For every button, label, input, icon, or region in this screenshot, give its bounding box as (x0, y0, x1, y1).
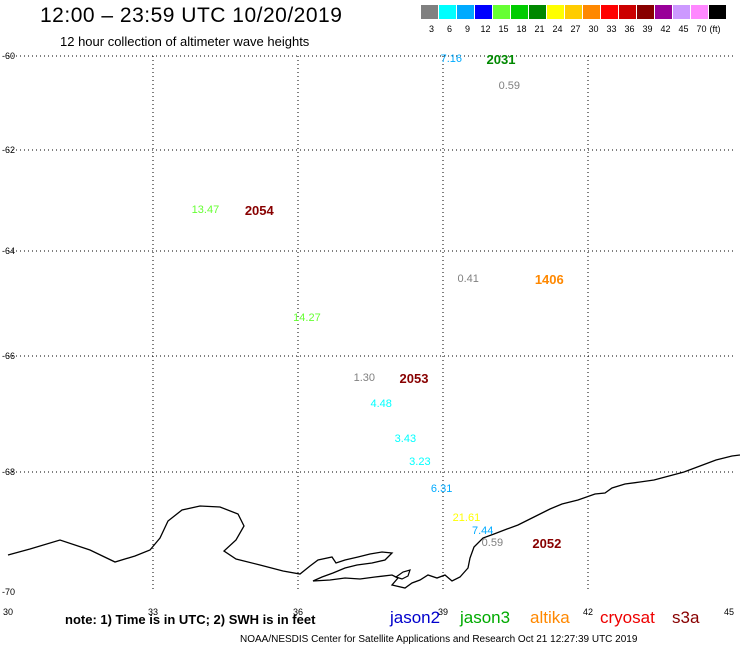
scale-swatch (655, 5, 672, 19)
wave-height-value: 4.48 (370, 398, 392, 411)
scale-swatch (637, 5, 654, 19)
wave-height-value: 6.31 (430, 483, 453, 495)
latitude-label: -66 (2, 351, 16, 361)
map-subtitle: 12 hour collection of altimeter wave hei… (60, 34, 310, 49)
scale-label: 27 (570, 24, 581, 34)
scale-label: 45 (678, 24, 689, 34)
scale-unit: (ft) (709, 24, 721, 34)
scale-swatch (493, 5, 510, 19)
wave-height-value: 7.16 (440, 52, 462, 65)
wave-height-value: 21.61 (452, 511, 481, 524)
scale-swatch (709, 5, 726, 19)
scale-swatch (475, 5, 492, 19)
latitude-label: -60 (2, 51, 16, 61)
scale-label: 39 (642, 24, 653, 34)
scale-swatch (439, 5, 456, 19)
wave-height-value: 13.47 (191, 203, 220, 216)
scale-swatch (529, 5, 546, 19)
scale-label: 33 (606, 24, 617, 34)
scale-swatch (421, 5, 438, 19)
scale-label: 42 (660, 24, 671, 34)
scale-label: 18 (516, 24, 527, 34)
wave-height-value: 0.59 (481, 537, 504, 549)
latitude-label: -64 (2, 246, 16, 256)
longitude-label: 33 (148, 607, 159, 617)
scale-swatch (457, 5, 474, 19)
scale-swatch (583, 5, 600, 19)
scale-label: 15 (498, 24, 509, 34)
scale-swatch (565, 5, 582, 19)
scale-label: 6 (446, 24, 452, 34)
wave-height-value: 0.59 (498, 79, 520, 92)
scale-label: 70 (696, 24, 707, 34)
scale-swatch (619, 5, 636, 19)
latitude-label: -68 (2, 467, 16, 477)
scale-label: 21 (534, 24, 545, 34)
scale-label: 9 (464, 24, 470, 34)
wave-height-value: 3.43 (394, 433, 417, 446)
satellite-altika: altika (530, 608, 570, 627)
graticule (8, 55, 733, 592)
latitude-label: -62 (2, 145, 16, 155)
scale-label: 12 (480, 24, 491, 34)
pass-number: 1406 (534, 271, 564, 287)
latitude-label: -70 (2, 587, 16, 597)
scale-label: 3 (428, 24, 434, 34)
longitude-label: 39 (438, 607, 449, 617)
longitude-label: 42 (583, 607, 594, 617)
scale-swatch (601, 5, 618, 19)
wave-height-value: 7.44 (472, 525, 494, 537)
pass-number: 2054 (244, 202, 274, 218)
wave-height-value: 0.41 (457, 272, 479, 285)
credit-line: NOAA/NESDIS Center for Satellite Applica… (240, 634, 638, 645)
longitude-label: 36 (293, 607, 304, 617)
scale-swatch (691, 5, 708, 19)
longitude-label: 45 (724, 607, 735, 617)
map-title: 12:00 – 23:59 UTC 10/20/2019 (40, 4, 343, 27)
wave-height-value: 14.27 (293, 312, 321, 325)
footer-note: note: 1) Time is in UTC; 2) SWH is in fe… (65, 612, 316, 627)
coastline-island (394, 569, 411, 580)
wave-height-value: 1.30 (353, 372, 375, 385)
coastline (7, 454, 740, 589)
scale-swatch (511, 5, 528, 19)
pass-number: 2052 (532, 536, 562, 551)
satellite-s3a: s3a (672, 608, 700, 627)
scale-label: 24 (552, 24, 563, 34)
scale-label: 36 (624, 24, 635, 34)
longitude-label: 30 (3, 607, 14, 617)
pass-number: 2053 (399, 371, 429, 387)
pass-number: 2031 (486, 51, 516, 67)
scale-label: 30 (588, 24, 599, 34)
satellite-jason2: jason2 (390, 608, 441, 627)
satellite-jason3: jason3 (460, 608, 511, 627)
satellite-cryosat: cryosat (600, 608, 655, 627)
scale-swatch (547, 5, 564, 19)
scale-swatch (673, 5, 690, 19)
wave-height-value: 3.23 (409, 456, 431, 469)
